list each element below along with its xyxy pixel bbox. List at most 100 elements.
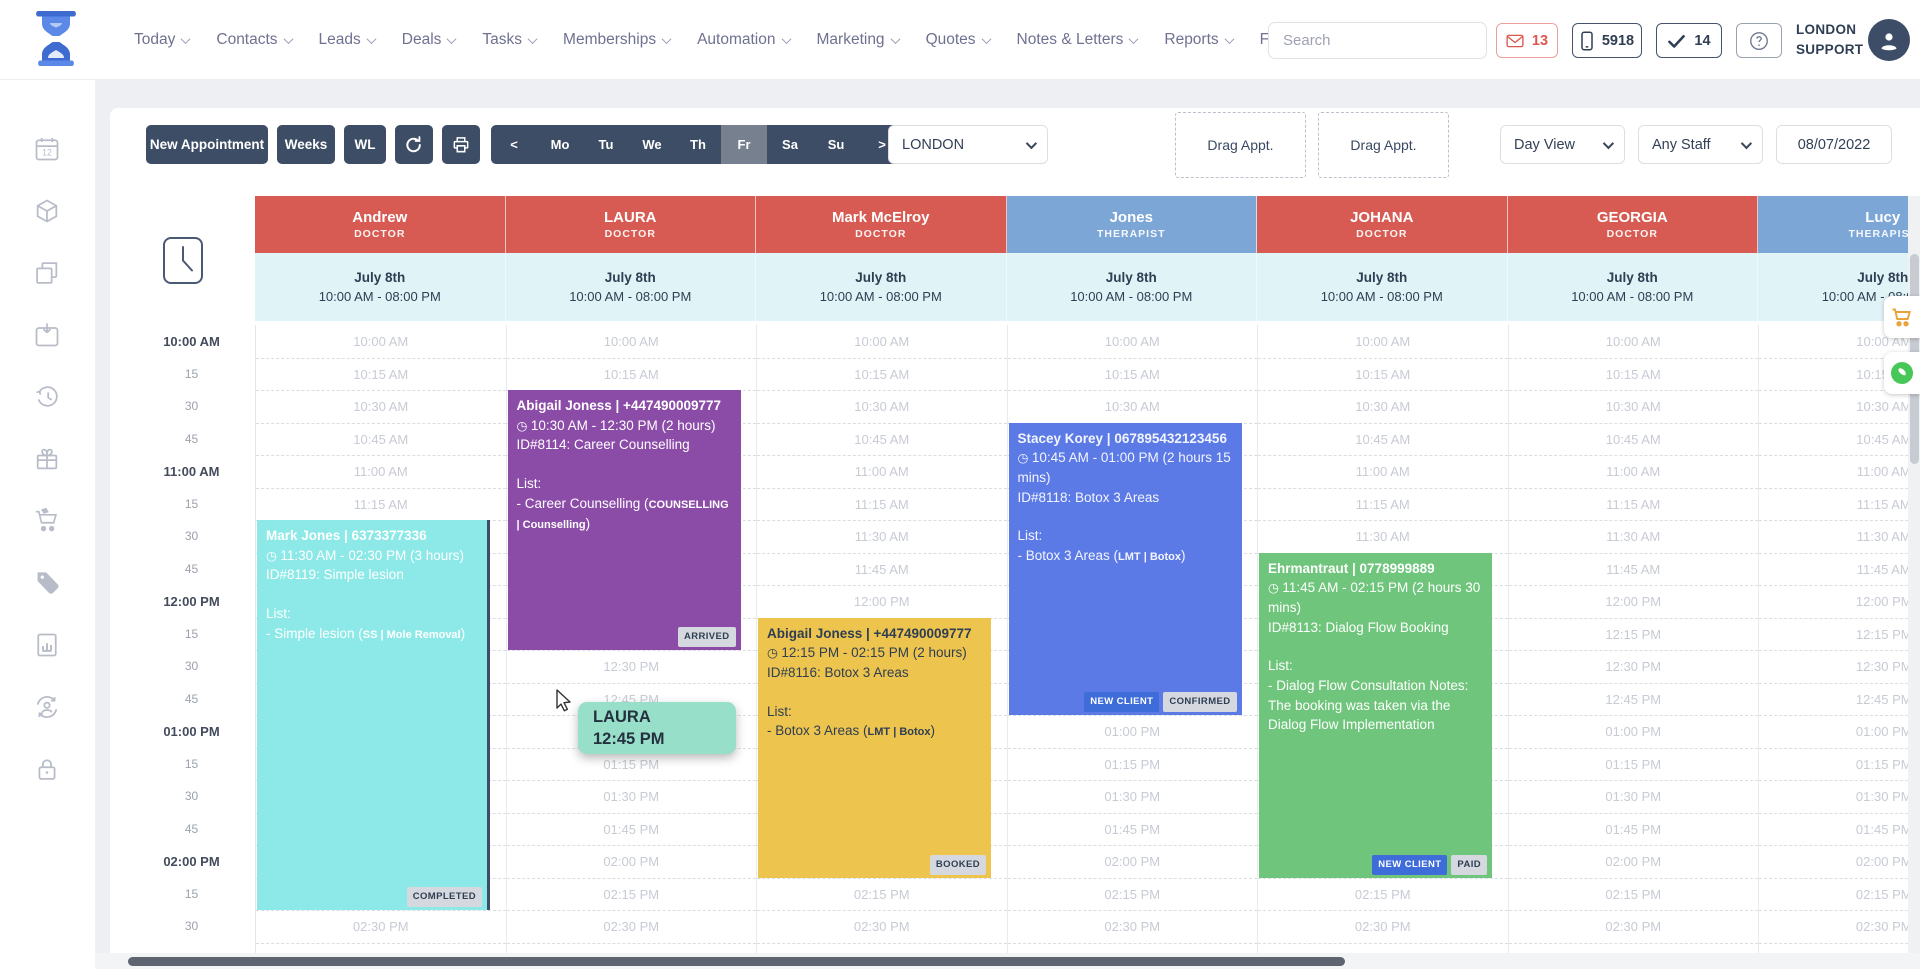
time-slot-johana-02-30-pm[interactable]: 02:30 PM — [1258, 910, 1508, 943]
horizontal-scrollbar-thumb[interactable] — [128, 956, 1345, 966]
view-select[interactable]: Day View — [1500, 125, 1625, 164]
day-button-sa[interactable]: Sa — [782, 137, 798, 152]
time-slot-jones-02-00-pm[interactable]: 02:00 PM — [1007, 845, 1257, 878]
time-slot-johana-10-30-am[interactable]: 10:30 AM — [1258, 390, 1508, 423]
time-slot-andrew-11-00-am[interactable]: 11:00 AM — [256, 455, 506, 488]
time-slot-lucy-12-45-pm[interactable]: 12:45 PM — [1759, 682, 1920, 716]
column-header-johana[interactable]: JOHANA DOCTOR — [1257, 196, 1508, 253]
appointment-abigail-joness[interactable]: Abigail Joness | +447490009777 ◷ 10:30 AM… — [507, 390, 741, 650]
appointment-mark-jones[interactable]: Mark Jones | 6373377336 ◷ 11:30 AM - 02:3… — [257, 520, 490, 910]
time-slot-mark-mcelroy-10-15-am[interactable]: 10:15 AM — [757, 357, 1007, 391]
time-slot-lucy-01-15-pm[interactable]: 01:15 PM — [1759, 747, 1920, 781]
time-slot-andrew-11-15-am[interactable]: 11:15 AM — [256, 487, 506, 521]
day-button-we[interactable]: We — [642, 137, 662, 152]
nav-item-quotes[interactable]: Quotes — [926, 31, 991, 49]
prev-week-button[interactable]: < — [510, 137, 518, 152]
nav-item-tasks[interactable]: Tasks — [482, 31, 538, 49]
nav-item-marketing[interactable]: Marketing — [817, 31, 901, 49]
time-slot-georgia-10-30-am[interactable]: 10:30 AM — [1508, 390, 1758, 423]
sidebar-user-sync-icon[interactable] — [33, 693, 61, 721]
time-slot-johana-10-15-am[interactable]: 10:15 AM — [1258, 357, 1508, 391]
column-header-georgia[interactable]: GEORGIA DOCTOR — [1507, 196, 1758, 253]
time-slot-andrew-10-30-am[interactable]: 10:30 AM — [256, 390, 506, 423]
time-slot-georgia-10-15-am[interactable]: 10:15 AM — [1508, 357, 1758, 391]
time-slot-lucy-02-15-pm[interactable]: 02:15 PM — [1759, 877, 1920, 911]
time-slot-georgia-11-00-am[interactable]: 11:00 AM — [1508, 455, 1758, 488]
time-slot-georgia-01-15-pm[interactable]: 01:15 PM — [1508, 747, 1758, 781]
help-button[interactable] — [1736, 23, 1782, 58]
time-slot-georgia-01-00-pm[interactable]: 01:00 PM — [1508, 715, 1758, 748]
location-select[interactable]: LONDON — [888, 125, 1048, 164]
time-slot-lucy-02-30-pm[interactable]: 02:30 PM — [1759, 910, 1920, 943]
nav-item-reports[interactable]: Reports — [1164, 31, 1235, 49]
nav-item-today[interactable]: Today — [134, 31, 191, 49]
time-slot-johana-10-45-am[interactable]: 10:45 AM — [1258, 422, 1508, 456]
time-slot-andrew-02-30-pm[interactable]: 02:30 PM — [256, 910, 506, 943]
time-slot-andrew-10-00-am[interactable]: 10:00 AM — [256, 325, 506, 358]
time-slot-georgia-11-30-am[interactable]: 11:30 AM — [1508, 520, 1758, 553]
sidebar-history-icon[interactable] — [33, 383, 61, 411]
time-slot-georgia-01-30-pm[interactable]: 01:30 PM — [1508, 780, 1758, 813]
time-slot-mark-mcelroy-11-30-am[interactable]: 11:30 AM — [757, 520, 1007, 553]
time-slot-laura-10-15-am[interactable]: 10:15 AM — [506, 357, 756, 391]
refresh-button[interactable] — [395, 125, 433, 164]
sidebar-calendar-import-icon[interactable] — [33, 321, 61, 349]
wl-button[interactable]: WL — [344, 125, 386, 164]
time-slot-mark-mcelroy-10-30-am[interactable]: 10:30 AM — [757, 390, 1007, 423]
time-slot-georgia-11-45-am[interactable]: 11:45 AM — [1508, 552, 1758, 586]
sidebar-price-tag-icon[interactable] — [33, 569, 61, 597]
sidebar-lock-icon[interactable] — [33, 755, 61, 783]
nav-item-leads[interactable]: Leads — [319, 31, 377, 49]
time-slot-jones-02-15-pm[interactable]: 02:15 PM — [1007, 877, 1257, 911]
time-slot-mark-mcelroy-11-45-am[interactable]: 11:45 AM — [757, 552, 1007, 586]
time-slot-laura-02-30-pm[interactable]: 02:30 PM — [506, 910, 756, 943]
horizontal-scrollbar[interactable] — [95, 953, 1920, 969]
time-slot-mark-mcelroy-11-00-am[interactable]: 11:00 AM — [757, 455, 1007, 488]
time-slot-jones-02-30-pm[interactable]: 02:30 PM — [1007, 910, 1257, 943]
time-slot-lucy-01-45-pm[interactable]: 01:45 PM — [1759, 812, 1920, 846]
time-slot-lucy-02-00-pm[interactable]: 02:00 PM — [1759, 845, 1920, 878]
day-button-tu[interactable]: Tu — [598, 137, 614, 152]
sidebar-copy-icon[interactable] — [33, 259, 61, 287]
column-header-andrew[interactable]: Andrew DOCTOR — [255, 196, 506, 253]
time-slot-lucy-11-30-am[interactable]: 11:30 AM — [1759, 520, 1920, 553]
time-slot-jones-01-15-pm[interactable]: 01:15 PM — [1007, 747, 1257, 781]
appointment-abigail-joness[interactable]: Abigail Joness | +447490009777 ◷ 12:15 PM… — [758, 617, 991, 878]
time-slot-lucy-12-15-pm[interactable]: 12:15 PM — [1759, 617, 1920, 651]
time-slot-laura-01-30-pm[interactable]: 01:30 PM — [506, 780, 756, 813]
sidebar-gift-icon[interactable] — [33, 445, 61, 473]
time-slot-lucy-11-00-am[interactable]: 11:00 AM — [1759, 455, 1920, 488]
time-slot-jones-01-00-pm[interactable]: 01:00 PM — [1007, 715, 1257, 748]
nav-item-deals[interactable]: Deals — [402, 31, 457, 49]
tasks-done-button[interactable]: 14 — [1656, 23, 1722, 58]
nav-item-notes-letters[interactable]: Notes & Letters — [1017, 31, 1139, 49]
time-slot-johana-02-15-pm[interactable]: 02:15 PM — [1258, 877, 1508, 911]
floating-whatsapp-button[interactable] — [1884, 352, 1920, 394]
column-header-laura[interactable]: LAURA DOCTOR — [505, 196, 756, 253]
time-slot-georgia-11-15-am[interactable]: 11:15 AM — [1508, 487, 1758, 521]
floating-cart-button[interactable] — [1884, 296, 1920, 338]
nav-item-automation[interactable]: Automation — [697, 31, 791, 49]
mail-notifications-button[interactable]: 13 — [1496, 23, 1558, 58]
new-appointment-button[interactable]: New Appointment — [146, 125, 268, 164]
phone-calls-button[interactable]: 5918 — [1572, 23, 1642, 58]
staff-select[interactable]: Any Staff — [1638, 125, 1763, 164]
time-slot-andrew-10-45-am[interactable]: 10:45 AM — [256, 422, 506, 456]
time-slot-jones-10-30-am[interactable]: 10:30 AM — [1007, 390, 1257, 423]
time-slot-lucy-01-30-pm[interactable]: 01:30 PM — [1759, 780, 1920, 813]
drag-appt-slot-2[interactable]: Drag Appt. — [1318, 112, 1449, 178]
time-slot-johana-10-00-am[interactable]: 10:00 AM — [1258, 325, 1508, 358]
time-slot-lucy-11-15-am[interactable]: 11:15 AM — [1759, 487, 1920, 521]
time-slot-jones-01-30-pm[interactable]: 01:30 PM — [1007, 780, 1257, 813]
time-slot-jones-10-15-am[interactable]: 10:15 AM — [1007, 357, 1257, 391]
time-slot-johana-11-30-am[interactable]: 11:30 AM — [1258, 520, 1508, 553]
nav-item-contacts[interactable]: Contacts — [216, 31, 293, 49]
print-button[interactable] — [442, 125, 480, 164]
time-slot-georgia-02-15-pm[interactable]: 02:15 PM — [1508, 877, 1758, 911]
time-slot-georgia-12-15-pm[interactable]: 12:15 PM — [1508, 617, 1758, 651]
time-slot-georgia-12-00-pm[interactable]: 12:00 PM — [1508, 585, 1758, 618]
time-slot-mark-mcelroy-02-30-pm[interactable]: 02:30 PM — [757, 910, 1007, 943]
appointment-ehrmantraut[interactable]: Ehrmantraut | 0778999889 ◷ 11:45 AM - 02:… — [1259, 552, 1492, 878]
sidebar-package-icon[interactable] — [33, 197, 61, 225]
time-slot-lucy-10-30-am[interactable]: 10:30 AM — [1759, 390, 1920, 423]
